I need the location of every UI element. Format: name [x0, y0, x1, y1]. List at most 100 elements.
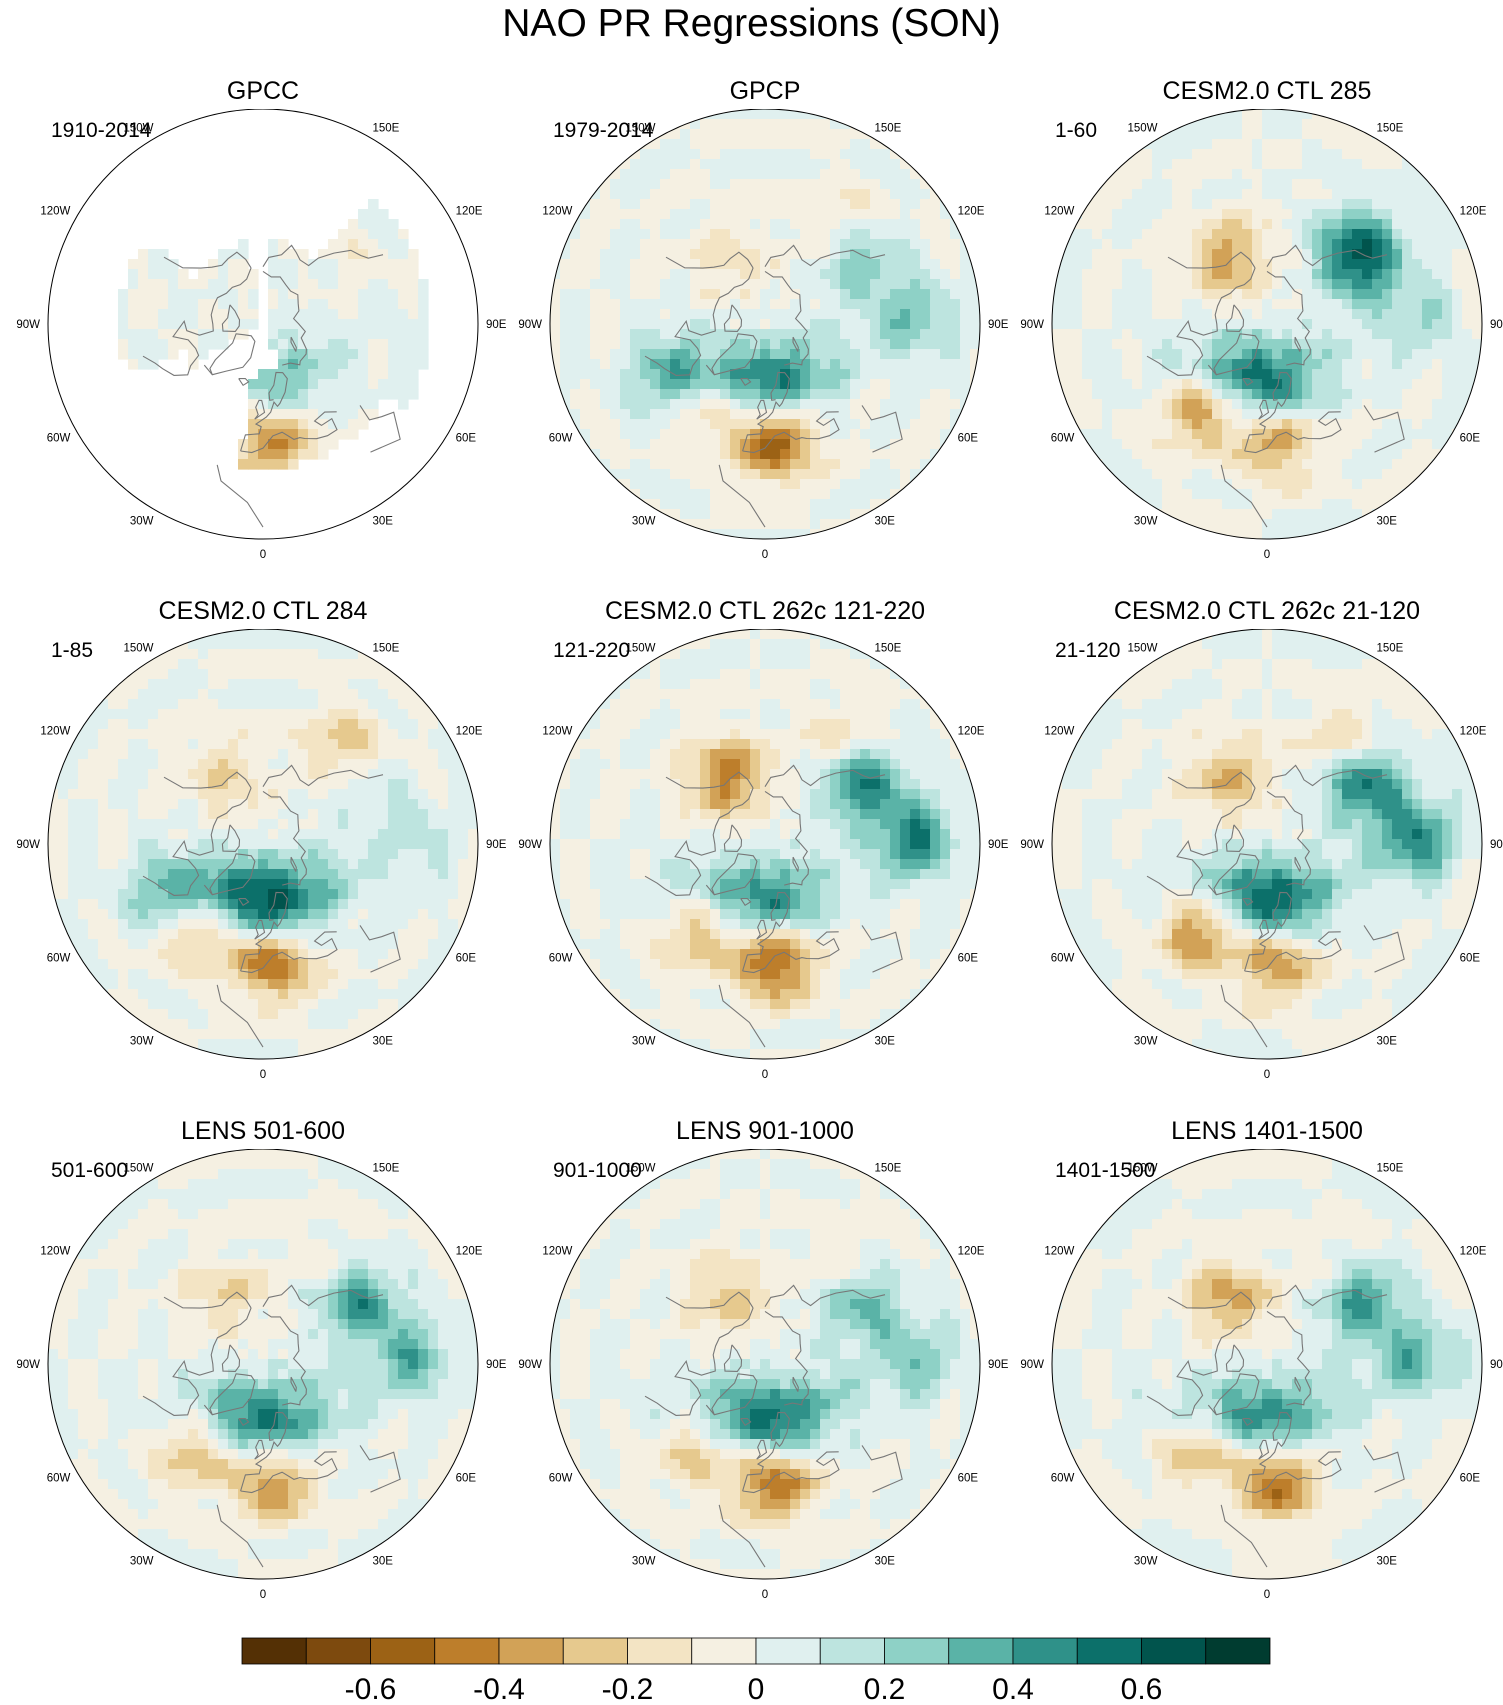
map-cell — [1112, 409, 1123, 420]
map-cell — [58, 749, 69, 760]
map-cell — [1222, 119, 1233, 130]
map-cell — [218, 329, 229, 340]
map-cell — [750, 279, 761, 290]
map-cell — [840, 369, 851, 380]
map-cell — [1182, 389, 1193, 400]
map-cell — [600, 419, 611, 430]
map-cell — [338, 399, 349, 410]
map-cell — [368, 329, 379, 340]
map-cell — [398, 249, 409, 260]
coastline — [359, 405, 401, 453]
map-cell — [238, 769, 249, 780]
map-cell — [770, 249, 781, 260]
map-cell — [1352, 269, 1363, 280]
map-cell — [640, 369, 651, 380]
map-cell — [1352, 509, 1363, 520]
map-cell — [1202, 519, 1213, 530]
map-cell — [770, 149, 781, 160]
map-cell — [218, 749, 229, 760]
map-cell — [670, 379, 681, 390]
map-cell — [690, 309, 701, 320]
map-cell — [288, 829, 299, 840]
map-cell — [1082, 339, 1093, 350]
map-cell — [1272, 229, 1283, 240]
map-cell — [920, 419, 931, 430]
map-cell — [770, 469, 781, 480]
map-cell — [418, 909, 429, 920]
map-cell — [590, 379, 601, 390]
map-cell — [790, 379, 801, 390]
coastline — [142, 267, 252, 376]
map-cell — [288, 429, 299, 440]
map-cell — [338, 929, 349, 940]
map-cell — [1372, 159, 1383, 170]
map-cell — [168, 779, 179, 790]
map-cell — [348, 309, 359, 320]
map-cell — [288, 689, 299, 700]
map-cell — [730, 389, 741, 400]
map-cell — [620, 159, 631, 170]
map-cell — [1142, 149, 1153, 160]
map-cell — [1452, 259, 1463, 270]
map-cell — [1182, 509, 1193, 520]
map-cell — [710, 409, 721, 420]
map-cell — [1102, 369, 1113, 380]
map-cell — [138, 309, 149, 320]
map-cell — [1362, 169, 1373, 180]
map-cell — [278, 309, 289, 320]
map-cell — [700, 289, 711, 300]
map-cell — [620, 369, 631, 380]
map-cell — [258, 909, 269, 920]
map-cell — [1142, 229, 1153, 240]
map-cell — [690, 169, 701, 180]
map-cell — [228, 839, 239, 850]
map-cell — [318, 779, 329, 790]
map-cell — [590, 219, 601, 230]
map-cell — [620, 279, 631, 290]
coastline — [262, 270, 307, 366]
map-cell — [840, 199, 851, 210]
map-cell — [1312, 199, 1323, 210]
map-cell — [1132, 239, 1143, 250]
map-cell — [1112, 479, 1123, 490]
map-cell — [690, 299, 701, 310]
map-cell — [228, 809, 239, 820]
map-cell — [408, 829, 419, 840]
map-cell — [1322, 219, 1333, 230]
map-cell — [1392, 409, 1403, 420]
map-cell — [760, 529, 771, 539]
map-cell — [720, 439, 731, 450]
map-cell — [670, 459, 681, 470]
map-cell — [188, 289, 199, 300]
map-cell — [378, 269, 389, 280]
map-cell — [228, 729, 239, 740]
map-cell — [168, 259, 179, 270]
map-cell — [750, 179, 761, 190]
map-cell — [860, 359, 871, 370]
map-cell — [1282, 459, 1293, 470]
map-cell — [1102, 389, 1113, 400]
map-cell — [1152, 249, 1163, 260]
map-cell — [128, 849, 139, 860]
map-cell — [1122, 239, 1133, 250]
map-cell — [318, 929, 329, 940]
map-cell — [328, 429, 339, 440]
map-cell — [1172, 389, 1183, 400]
map-cell — [790, 389, 801, 400]
map-cell — [388, 789, 399, 800]
map-cell — [1162, 129, 1173, 140]
map-cell — [1152, 459, 1163, 470]
map-cell — [1302, 379, 1313, 390]
map-cell — [1242, 149, 1253, 160]
map-cell — [820, 129, 831, 140]
map-cell — [780, 269, 791, 280]
map-cell — [820, 269, 831, 280]
map-cell — [218, 709, 229, 720]
map-cell — [468, 839, 478, 850]
map-cell — [1462, 279, 1473, 290]
map-cell — [78, 929, 89, 940]
map-cell — [158, 919, 169, 930]
map-cell — [378, 309, 389, 320]
map-cell — [1282, 429, 1293, 440]
map-cell — [298, 679, 309, 690]
